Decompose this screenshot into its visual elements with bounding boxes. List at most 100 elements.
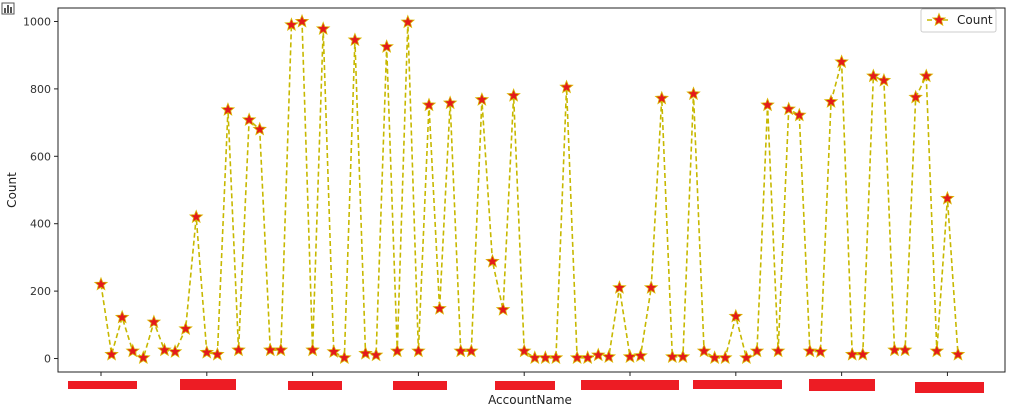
data-point <box>390 343 405 358</box>
data-point <box>263 342 278 357</box>
y-axis-title: Count <box>5 172 19 208</box>
y-tick-label: 800 <box>30 83 51 96</box>
data-point <box>781 101 796 116</box>
data-point <box>400 14 416 29</box>
legend-label: Count <box>957 13 993 27</box>
data-point <box>675 349 691 363</box>
data-point <box>823 94 839 108</box>
data-point <box>559 79 574 94</box>
data-point <box>326 344 342 358</box>
data-point <box>770 343 786 358</box>
data-point <box>728 308 744 323</box>
redaction-bar <box>495 381 555 390</box>
data-point <box>358 345 373 360</box>
redaction-bar <box>393 381 447 390</box>
data-point <box>538 350 553 364</box>
redaction-bar <box>809 379 875 391</box>
x-axis <box>100 372 948 376</box>
data-point <box>284 17 299 32</box>
data-point <box>199 344 215 359</box>
data-point <box>273 342 289 357</box>
data-point <box>379 39 394 53</box>
data-point <box>241 112 257 127</box>
data-point <box>950 346 966 361</box>
data-point <box>897 342 913 357</box>
data-point <box>421 97 437 112</box>
x-axis-title: AccountName <box>488 393 572 407</box>
data-point <box>802 343 818 358</box>
data-point <box>167 344 183 358</box>
data-point <box>654 90 669 105</box>
data-point <box>231 342 246 357</box>
redaction-bar <box>68 381 137 389</box>
redacted-x-tick-labels <box>68 379 984 393</box>
legend-star-marker <box>931 12 947 27</box>
data-point <box>157 342 172 357</box>
data-point <box>506 88 521 102</box>
data-point <box>252 121 267 136</box>
data-point <box>347 32 363 47</box>
data-point <box>665 349 680 363</box>
data-point <box>707 350 722 364</box>
data-point <box>368 347 384 362</box>
data-point <box>940 190 955 205</box>
data-point <box>633 348 648 362</box>
redaction-bar <box>915 382 984 393</box>
data-point <box>612 280 627 294</box>
data-point <box>696 343 712 358</box>
data-point <box>220 102 236 116</box>
data-point <box>337 350 352 364</box>
data-point <box>442 95 458 110</box>
data-point <box>548 350 564 364</box>
redaction-bar <box>581 380 679 390</box>
data-point <box>104 346 119 361</box>
data-point <box>866 68 881 83</box>
data-point <box>749 343 765 358</box>
y-tick-label: 0 <box>44 353 51 366</box>
redaction-bar <box>180 379 236 390</box>
y-axis: 0 200 400 600 800 1000 <box>23 15 58 366</box>
y-tick-label: 400 <box>30 218 51 231</box>
data-point <box>136 350 151 364</box>
data-point <box>464 343 479 358</box>
data-point <box>125 343 140 358</box>
y-tick-label: 200 <box>30 285 51 298</box>
data-point <box>114 309 130 324</box>
data-point <box>569 350 585 364</box>
data-point <box>643 280 659 294</box>
data-point <box>294 13 310 28</box>
chart-menu-icon[interactable] <box>1 2 15 15</box>
data-point <box>305 342 320 357</box>
data-point <box>591 347 606 362</box>
data-point <box>432 301 447 315</box>
data-point <box>919 68 934 83</box>
data-point <box>411 343 426 358</box>
data-point <box>453 343 468 358</box>
data-point <box>527 350 543 364</box>
data-point <box>717 350 733 364</box>
y-tick-label: 1000 <box>23 15 51 28</box>
data-point <box>210 346 225 361</box>
data-point <box>834 54 849 69</box>
data-point <box>485 253 500 268</box>
data-point <box>855 346 871 361</box>
data-point <box>188 209 204 224</box>
data-point <box>178 321 193 336</box>
data-point <box>146 314 162 329</box>
data-point <box>739 350 754 364</box>
data-point <box>844 346 860 361</box>
redaction-bar <box>288 381 342 390</box>
data-point <box>315 21 331 36</box>
plot-area <box>57 7 1006 373</box>
data-point <box>792 107 807 122</box>
series-line-count <box>100 20 959 360</box>
redaction-bar <box>693 380 782 389</box>
data-point <box>580 350 595 364</box>
data-point <box>929 343 945 358</box>
data-point <box>601 349 617 363</box>
series-markers <box>93 13 966 364</box>
data-point <box>495 302 511 316</box>
data-point <box>760 97 775 112</box>
data-point <box>474 92 490 106</box>
